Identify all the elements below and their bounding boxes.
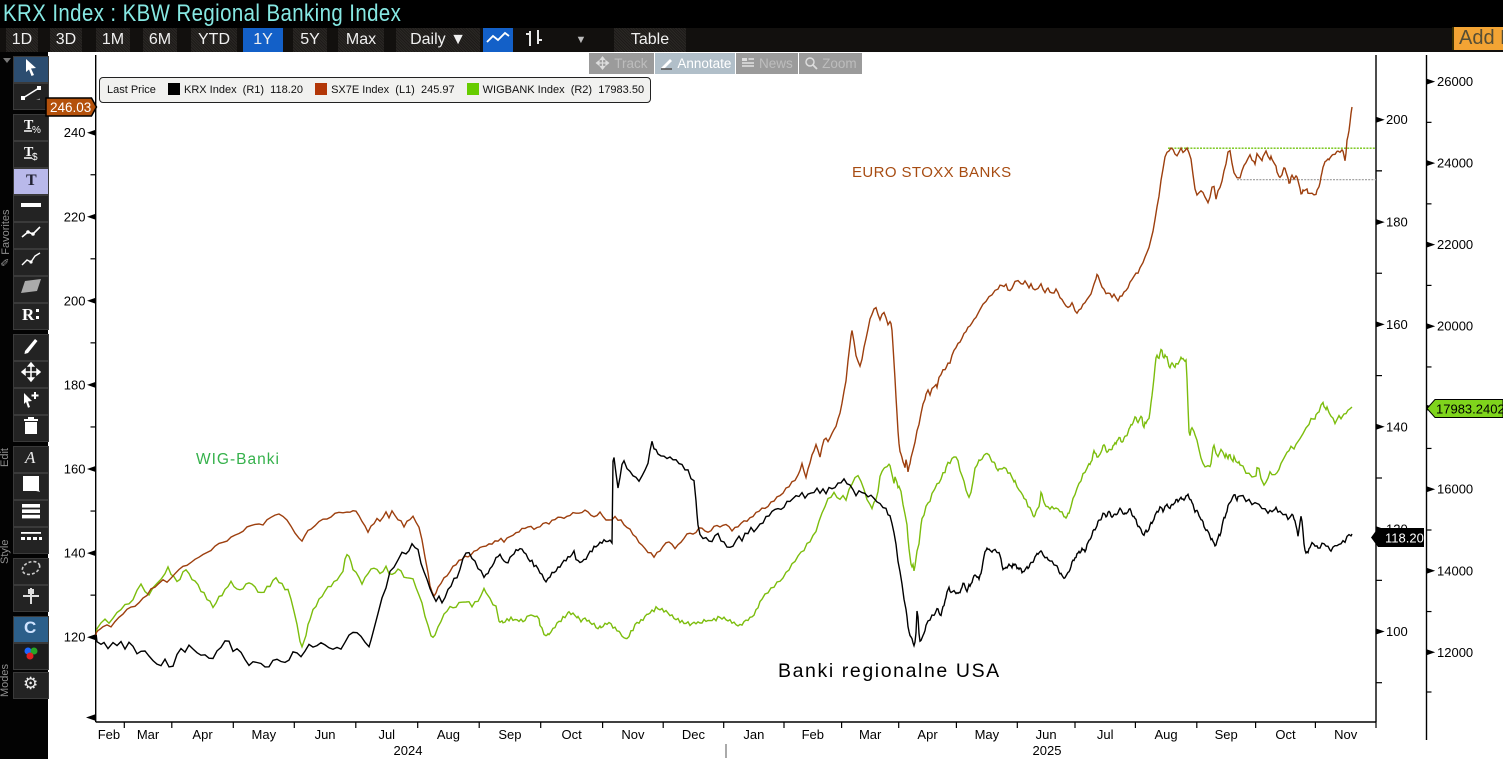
svg-text:Sep: Sep xyxy=(498,727,521,742)
svg-text:Jul: Jul xyxy=(378,727,395,742)
svg-text:T: T xyxy=(24,118,34,133)
svg-text:26000: 26000 xyxy=(1437,74,1473,89)
svg-text:C: C xyxy=(24,618,36,637)
svg-text:Apr: Apr xyxy=(917,727,938,742)
svg-text:Feb: Feb xyxy=(98,727,120,742)
svg-text:May: May xyxy=(252,727,277,742)
svg-text:17983.2402: 17983.2402 xyxy=(1436,402,1503,417)
svg-text:R: R xyxy=(22,305,35,324)
svg-text:T: T xyxy=(26,172,37,189)
svg-text:20000: 20000 xyxy=(1437,319,1473,334)
svg-text:WIG-Banki: WIG-Banki xyxy=(196,451,280,468)
svg-text:Oct: Oct xyxy=(1275,727,1296,742)
svg-text:200: 200 xyxy=(64,293,86,308)
svg-text:246.03: 246.03 xyxy=(50,100,91,115)
svg-text:⚙: ⚙ xyxy=(23,674,38,693)
svg-text:May: May xyxy=(975,727,1000,742)
svg-text:A: A xyxy=(24,448,36,467)
svg-text:100: 100 xyxy=(1386,624,1408,639)
svg-text:Sep: Sep xyxy=(1215,727,1238,742)
svg-text:Dec: Dec xyxy=(682,727,706,742)
svg-text:140: 140 xyxy=(1386,419,1408,434)
svg-text:Banki regionalne USA: Banki regionalne USA xyxy=(778,660,1001,682)
svg-text:200: 200 xyxy=(1386,112,1408,127)
svg-text:140: 140 xyxy=(64,546,86,561)
svg-text:EURO STOXX BANKS: EURO STOXX BANKS xyxy=(852,164,1012,181)
svg-text:Jun: Jun xyxy=(1036,727,1057,742)
svg-text:Aug: Aug xyxy=(437,727,460,742)
svg-text:2025: 2025 xyxy=(1033,743,1062,758)
svg-text:T: T xyxy=(24,145,34,160)
svg-text:%: % xyxy=(32,125,41,135)
svg-text:Oct: Oct xyxy=(562,727,583,742)
svg-text:12000: 12000 xyxy=(1437,645,1473,660)
svg-text:160: 160 xyxy=(1386,317,1408,332)
svg-text:Jun: Jun xyxy=(315,727,336,742)
svg-text:Feb: Feb xyxy=(802,727,824,742)
svg-text:Mar: Mar xyxy=(859,727,882,742)
svg-text:16000: 16000 xyxy=(1437,482,1473,497)
svg-text:Aug: Aug xyxy=(1155,727,1178,742)
svg-text:Jan: Jan xyxy=(743,727,764,742)
svg-text:$: $ xyxy=(32,152,38,162)
svg-text:Nov: Nov xyxy=(1334,727,1358,742)
svg-text:22000: 22000 xyxy=(1437,237,1473,252)
svg-text:240: 240 xyxy=(64,125,86,140)
svg-text:24000: 24000 xyxy=(1437,156,1473,171)
svg-text:14000: 14000 xyxy=(1437,563,1473,578)
svg-text:Mar: Mar xyxy=(137,727,160,742)
svg-text:Nov: Nov xyxy=(621,727,645,742)
svg-text:120: 120 xyxy=(64,630,86,645)
svg-text:Jul: Jul xyxy=(1097,727,1114,742)
svg-text:Apr: Apr xyxy=(192,727,213,742)
svg-text:2024: 2024 xyxy=(394,743,423,758)
svg-text:180: 180 xyxy=(1386,215,1408,230)
svg-text:160: 160 xyxy=(64,462,86,477)
svg-text:118.20: 118.20 xyxy=(1385,531,1424,546)
svg-text:180: 180 xyxy=(64,377,86,392)
svg-text:220: 220 xyxy=(64,209,86,224)
